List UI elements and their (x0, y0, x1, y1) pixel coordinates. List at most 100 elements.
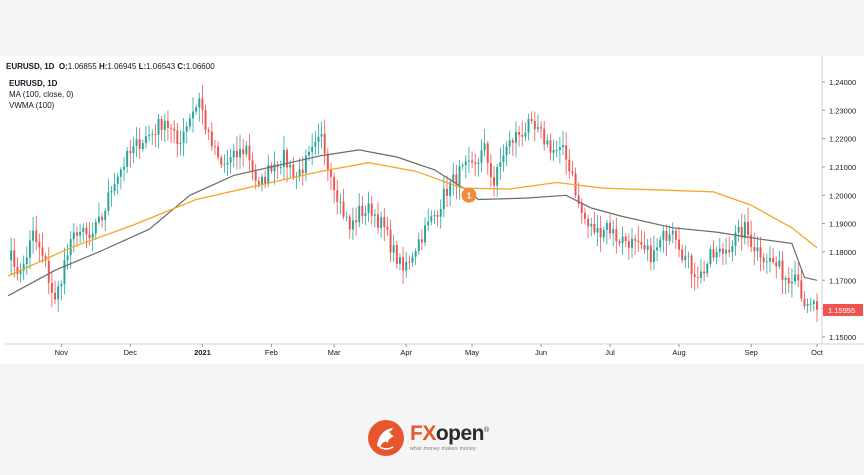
candle-body (254, 171, 257, 181)
candle-body (157, 118, 160, 135)
candle-body (621, 236, 624, 243)
candle-body (179, 142, 182, 145)
candle-body (728, 249, 731, 253)
high-label: H: (98, 62, 108, 71)
candle-body (533, 120, 536, 130)
candle-body (279, 167, 282, 168)
legend-symbol: EURUSD, 1D (9, 79, 58, 88)
candle-body (63, 260, 66, 285)
candle-body (794, 274, 797, 282)
candle-body (436, 215, 439, 217)
candle-body (471, 160, 474, 163)
candle-body (148, 134, 151, 137)
candle-body (28, 240, 31, 258)
candle-body (562, 145, 564, 148)
candle-body (170, 127, 173, 129)
candle-body (386, 226, 389, 230)
candle-body (442, 188, 445, 209)
candle-body (351, 220, 354, 230)
candle-body (198, 98, 201, 108)
y-tick-label: 1.24000 (829, 78, 856, 87)
candle-body (690, 255, 693, 275)
candle-body (518, 131, 521, 135)
candle-body (82, 227, 85, 232)
candle-body (583, 212, 586, 219)
candle-body (141, 143, 144, 149)
candle-body (417, 239, 420, 252)
candle-body (76, 232, 78, 236)
candle-body (580, 203, 583, 213)
candle-body (201, 98, 204, 111)
candle-body (467, 160, 470, 162)
candle-body (624, 236, 627, 242)
x-tick-label: Mar (328, 348, 341, 357)
candle-body (778, 260, 781, 267)
candle-body (790, 281, 793, 284)
high-value: 1.06945 (107, 62, 137, 71)
candle-body (646, 245, 649, 250)
price-chart[interactable]: 1.150001.160001.170001.180001.190001.200… (0, 56, 864, 364)
legend-vwma: VWMA (100) (9, 101, 55, 110)
candle-body (261, 176, 263, 185)
candle-body (166, 121, 169, 128)
candle-body (637, 240, 640, 243)
candle-body (762, 257, 765, 262)
candle-body (781, 260, 784, 280)
candle-body (32, 230, 35, 241)
candle-body (555, 149, 558, 151)
last-price-tag (823, 304, 863, 317)
candle-body (662, 230, 665, 240)
candle-body (226, 162, 229, 165)
candle-body (235, 150, 238, 158)
low-label: L: (138, 62, 147, 71)
candle-body (496, 166, 499, 186)
close-label: C: (177, 62, 186, 71)
candle-body (348, 216, 351, 230)
candle-body (530, 119, 533, 121)
candle-body (800, 280, 803, 299)
candle-body (424, 225, 427, 243)
candle-body (317, 136, 320, 142)
x-tick-label: May (465, 348, 479, 357)
candle-body (593, 223, 596, 233)
candle-body (107, 192, 110, 211)
candle-body (132, 146, 135, 154)
candle-body (342, 201, 345, 217)
candle-body (35, 230, 38, 242)
candle-body (543, 128, 546, 145)
candle-body (380, 217, 383, 228)
candle-body (627, 241, 630, 248)
candle-body (571, 171, 574, 174)
candle-body (568, 159, 571, 172)
candle-body (458, 166, 461, 185)
candle-body (703, 271, 706, 274)
candle-body (759, 247, 762, 258)
candle-body (687, 255, 690, 257)
dragon-emblem-icon (368, 420, 404, 456)
candle-body (135, 139, 138, 147)
candle-body (314, 141, 317, 147)
candle-body (712, 249, 715, 258)
candle-body (656, 247, 659, 251)
y-tick-label: 1.22000 (829, 135, 856, 144)
candle-body (270, 165, 273, 172)
candle-body (558, 147, 561, 150)
candle-body (229, 157, 232, 163)
candle-body (750, 234, 753, 248)
candle-body (609, 222, 612, 234)
candle-body (72, 232, 75, 240)
candle-body (304, 155, 307, 174)
candle-body (242, 149, 245, 155)
candle-body (455, 174, 458, 185)
candle-body (452, 174, 455, 183)
candle-body (185, 126, 188, 132)
brand-wordmark: FXopen® (410, 422, 489, 446)
candle-body (753, 247, 756, 252)
candle-body (546, 140, 549, 145)
candle-body (536, 127, 539, 130)
candle-body (195, 107, 198, 112)
candle-body (88, 234, 91, 239)
candle-body (527, 119, 530, 133)
candle-body (696, 277, 699, 278)
